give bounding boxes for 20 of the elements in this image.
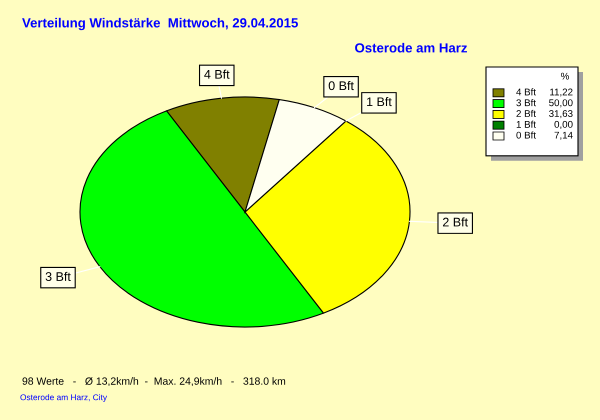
slice-label: 3 Bft (46, 272, 71, 281)
legend-label: 0 Bft (516, 131, 536, 139)
slice-label: 2 Bft (442, 217, 468, 227)
legend-label: 2 Bft (516, 110, 536, 117)
legend-label: 3 Bft (516, 99, 536, 106)
category-label: 1 Bft (367, 97, 392, 106)
slice-label: 0 Bft (328, 80, 354, 90)
data-label: 50,00 (549, 99, 573, 108)
legend-label: 4 Bft (516, 88, 536, 96)
data-label: 31,63 (549, 110, 573, 118)
text: 0,00 (554, 120, 573, 129)
data-label: 7,14 (554, 132, 573, 140)
chart-title: Verteilung Windstärke Mittwoch, 29.04.2015 (22, 18, 298, 30)
legend-title: % (561, 72, 569, 80)
chart-subtitle: Osterode am Harz (355, 42, 467, 53)
data-label: 11,22 (550, 88, 573, 97)
legend-label: 1 Bft (516, 120, 536, 128)
text: Osterode am Harz, City (20, 394, 108, 402)
text: 98 Werte - Ø 13,2km/h - Max. 24,9km/h - 318.0 km (22, 377, 286, 386)
slice-label: 4 Bft (204, 70, 230, 79)
